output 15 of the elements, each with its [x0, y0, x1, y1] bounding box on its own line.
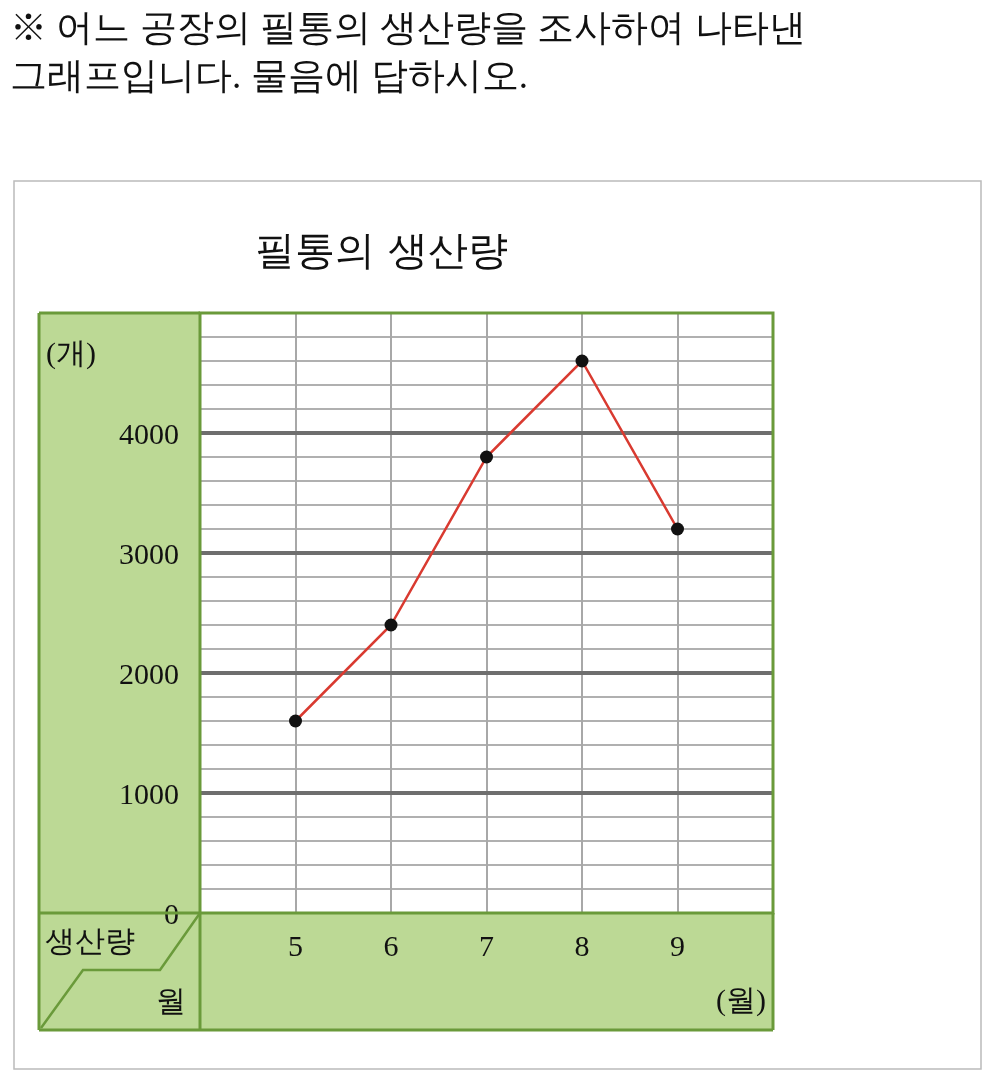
y-axis-title: (개) — [46, 336, 96, 370]
y-tick-label: 3000 — [119, 536, 179, 570]
x-tick-label: 8 — [574, 929, 590, 962]
text: ※ 어느 공장의 필통의 생산량을 조사하여 나타낸 그래프입니다. 물음에 답하시오. — [10, 7, 806, 97]
text: 생산량 — [45, 924, 135, 957]
x-tick-label: 5 — [288, 929, 303, 962]
y-tick-label: 4000 — [119, 416, 179, 450]
y-tick-label: 1000 — [119, 776, 179, 810]
x-tick-label: 6 — [383, 929, 399, 962]
x-axis-title: (월) — [716, 983, 766, 1017]
text: 월 — [156, 984, 186, 1017]
chart-title: 필통의 생산량 — [254, 227, 508, 273]
x-tick-label: 9 — [670, 929, 685, 962]
x-tick-label: 7 — [479, 929, 494, 962]
y-tick-label: 2000 — [119, 656, 179, 690]
